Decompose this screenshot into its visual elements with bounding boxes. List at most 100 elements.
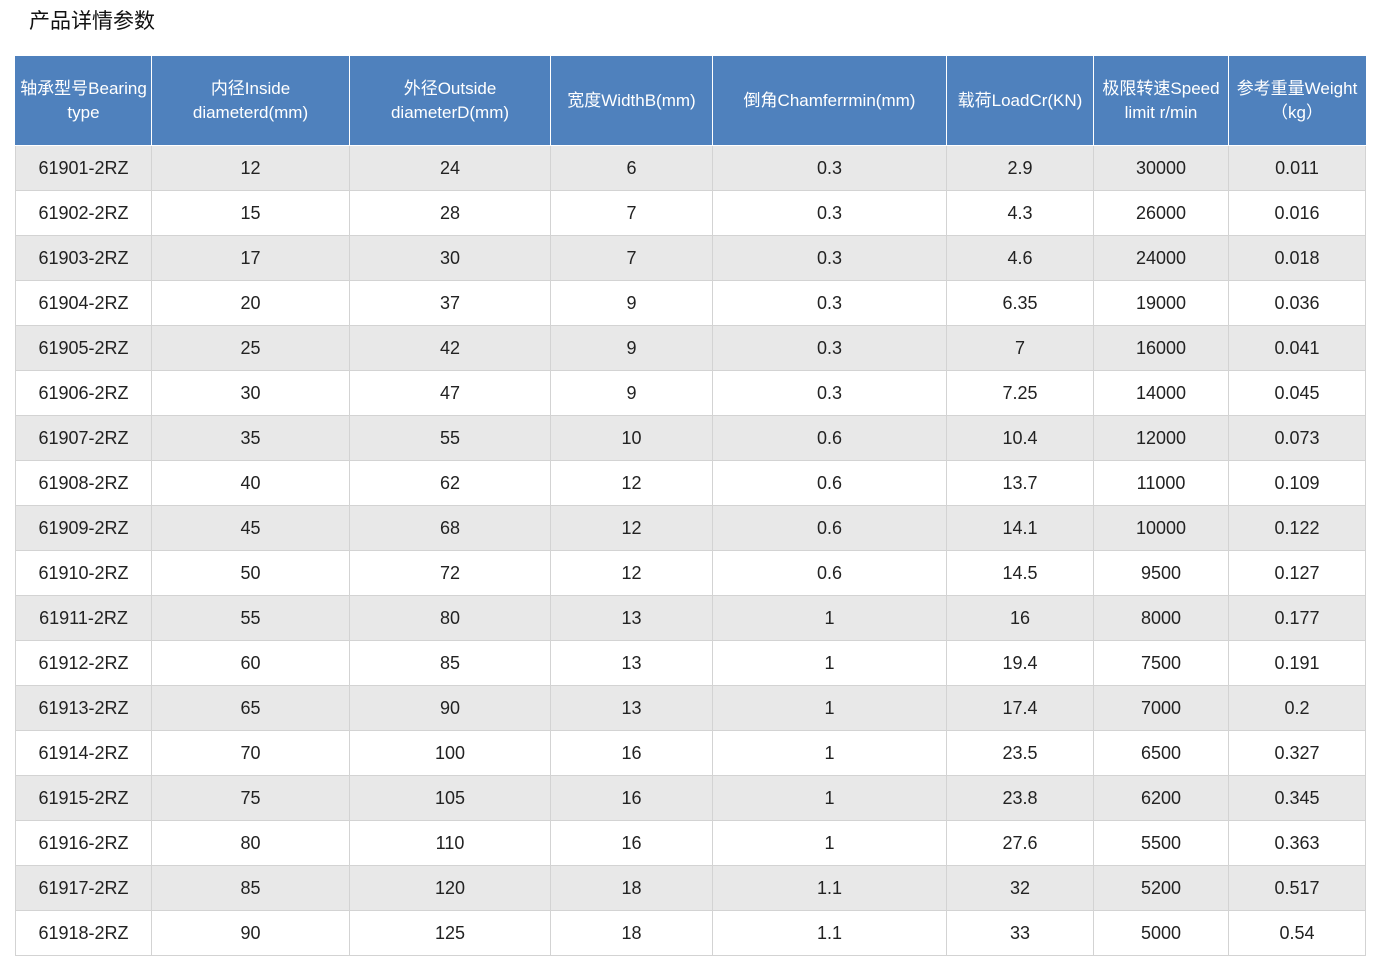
cell-outside-diameter: 42: [349, 325, 551, 371]
cell-bearing-type: 61914-2RZ: [15, 730, 152, 776]
cell-width: 12: [550, 550, 713, 596]
cell-width: 12: [550, 460, 713, 506]
cell-chamfer: 1: [712, 640, 947, 686]
cell-load: 7: [946, 325, 1094, 371]
cell-chamfer: 0.3: [712, 370, 947, 416]
cell-weight: 0.327: [1228, 730, 1366, 776]
cell-load: 13.7: [946, 460, 1094, 506]
cell-load: 16: [946, 595, 1094, 641]
cell-bearing-type: 61911-2RZ: [15, 595, 152, 641]
table-row: 61903-2RZ 17 30 7 0.3 4.6 24000 0.018: [15, 235, 1366, 281]
cell-width: 13: [550, 685, 713, 731]
cell-weight: 0.109: [1228, 460, 1366, 506]
cell-inside-diameter: 60: [151, 640, 350, 686]
header-inside-diameter: 内径Inside diameterd(mm): [151, 56, 350, 146]
table-row: 61902-2RZ 15 28 7 0.3 4.3 26000 0.016: [15, 190, 1366, 236]
cell-load: 14.5: [946, 550, 1094, 596]
cell-speed-limit: 5500: [1093, 820, 1229, 866]
header-load: 载荷LoadCr(KN): [946, 56, 1094, 146]
cell-load: 14.1: [946, 505, 1094, 551]
cell-speed-limit: 26000: [1093, 190, 1229, 236]
cell-bearing-type: 61915-2RZ: [15, 775, 152, 821]
cell-outside-diameter: 30: [349, 235, 551, 281]
cell-width: 12: [550, 505, 713, 551]
cell-inside-diameter: 17: [151, 235, 350, 281]
cell-width: 9: [550, 325, 713, 371]
cell-outside-diameter: 120: [349, 865, 551, 911]
cell-width: 9: [550, 370, 713, 416]
table-header: 轴承型号Bearing type 内径Inside diameterd(mm) 外径…: [15, 56, 1366, 146]
cell-weight: 0.177: [1228, 595, 1366, 641]
cell-outside-diameter: 55: [349, 415, 551, 461]
cell-load: 27.6: [946, 820, 1094, 866]
cell-speed-limit: 14000: [1093, 370, 1229, 416]
table-row: 61915-2RZ 75 105 16 1 23.8 6200 0.345: [15, 775, 1366, 821]
cell-outside-diameter: 62: [349, 460, 551, 506]
cell-speed-limit: 7500: [1093, 640, 1229, 686]
table-row: 61911-2RZ 55 80 13 1 16 8000 0.177: [15, 595, 1366, 641]
table-row: 61918-2RZ 90 125 18 1.1 33 5000 0.54: [15, 910, 1366, 956]
header-outside-diameter: 外径Outside diameterD(mm): [349, 56, 551, 146]
cell-width: 7: [550, 235, 713, 281]
cell-width: 13: [550, 640, 713, 686]
cell-bearing-type: 61901-2RZ: [15, 145, 152, 191]
cell-outside-diameter: 100: [349, 730, 551, 776]
cell-width: 13: [550, 595, 713, 641]
cell-inside-diameter: 85: [151, 865, 350, 911]
cell-load: 4.6: [946, 235, 1094, 281]
cell-speed-limit: 7000: [1093, 685, 1229, 731]
table-row: 61908-2RZ 40 62 12 0.6 13.7 11000 0.109: [15, 460, 1366, 506]
cell-chamfer: 1.1: [712, 865, 947, 911]
cell-inside-diameter: 15: [151, 190, 350, 236]
cell-inside-diameter: 25: [151, 325, 350, 371]
header-weight: 参考重量Weight（kg）: [1228, 56, 1366, 146]
cell-bearing-type: 61917-2RZ: [15, 865, 152, 911]
cell-width: 9: [550, 280, 713, 326]
cell-weight: 0.011: [1228, 145, 1366, 191]
cell-bearing-type: 61908-2RZ: [15, 460, 152, 506]
cell-bearing-type: 61907-2RZ: [15, 415, 152, 461]
cell-inside-diameter: 80: [151, 820, 350, 866]
table-row: 61912-2RZ 60 85 13 1 19.4 7500 0.191: [15, 640, 1366, 686]
cell-bearing-type: 61913-2RZ: [15, 685, 152, 731]
cell-speed-limit: 10000: [1093, 505, 1229, 551]
cell-chamfer: 0.3: [712, 325, 947, 371]
cell-weight: 0.345: [1228, 775, 1366, 821]
cell-load: 19.4: [946, 640, 1094, 686]
table-row: 61913-2RZ 65 90 13 1 17.4 7000 0.2: [15, 685, 1366, 731]
cell-chamfer: 0.6: [712, 415, 947, 461]
cell-bearing-type: 61903-2RZ: [15, 235, 152, 281]
cell-chamfer: 0.3: [712, 190, 947, 236]
cell-outside-diameter: 80: [349, 595, 551, 641]
cell-inside-diameter: 45: [151, 505, 350, 551]
cell-bearing-type: 61906-2RZ: [15, 370, 152, 416]
cell-chamfer: 1: [712, 685, 947, 731]
cell-weight: 0.073: [1228, 415, 1366, 461]
bearing-spec-table: 轴承型号Bearing type 内径Inside diameterd(mm) 外径…: [15, 56, 1366, 956]
cell-weight: 0.016: [1228, 190, 1366, 236]
cell-weight: 0.041: [1228, 325, 1366, 371]
table-row: 61909-2RZ 45 68 12 0.6 14.1 10000 0.122: [15, 505, 1366, 551]
cell-inside-diameter: 40: [151, 460, 350, 506]
cell-bearing-type: 61904-2RZ: [15, 280, 152, 326]
cell-bearing-type: 61905-2RZ: [15, 325, 152, 371]
cell-load: 7.25: [946, 370, 1094, 416]
cell-load: 10.4: [946, 415, 1094, 461]
cell-outside-diameter: 37: [349, 280, 551, 326]
cell-load: 6.35: [946, 280, 1094, 326]
cell-speed-limit: 30000: [1093, 145, 1229, 191]
table-row: 61910-2RZ 50 72 12 0.6 14.5 9500 0.127: [15, 550, 1366, 596]
cell-chamfer: 1: [712, 730, 947, 776]
header-chamfer: 倒角Chamferrmin(mm): [712, 56, 947, 146]
cell-inside-diameter: 20: [151, 280, 350, 326]
table-header-row: 轴承型号Bearing type 内径Inside diameterd(mm) 外径…: [15, 56, 1366, 146]
cell-width: 16: [550, 730, 713, 776]
cell-load: 17.4: [946, 685, 1094, 731]
cell-chamfer: 0.3: [712, 280, 947, 326]
cell-bearing-type: 61909-2RZ: [15, 505, 152, 551]
cell-speed-limit: 9500: [1093, 550, 1229, 596]
cell-width: 10: [550, 415, 713, 461]
cell-weight: 0.036: [1228, 280, 1366, 326]
table-row: 61907-2RZ 35 55 10 0.6 10.4 12000 0.073: [15, 415, 1366, 461]
cell-speed-limit: 11000: [1093, 460, 1229, 506]
